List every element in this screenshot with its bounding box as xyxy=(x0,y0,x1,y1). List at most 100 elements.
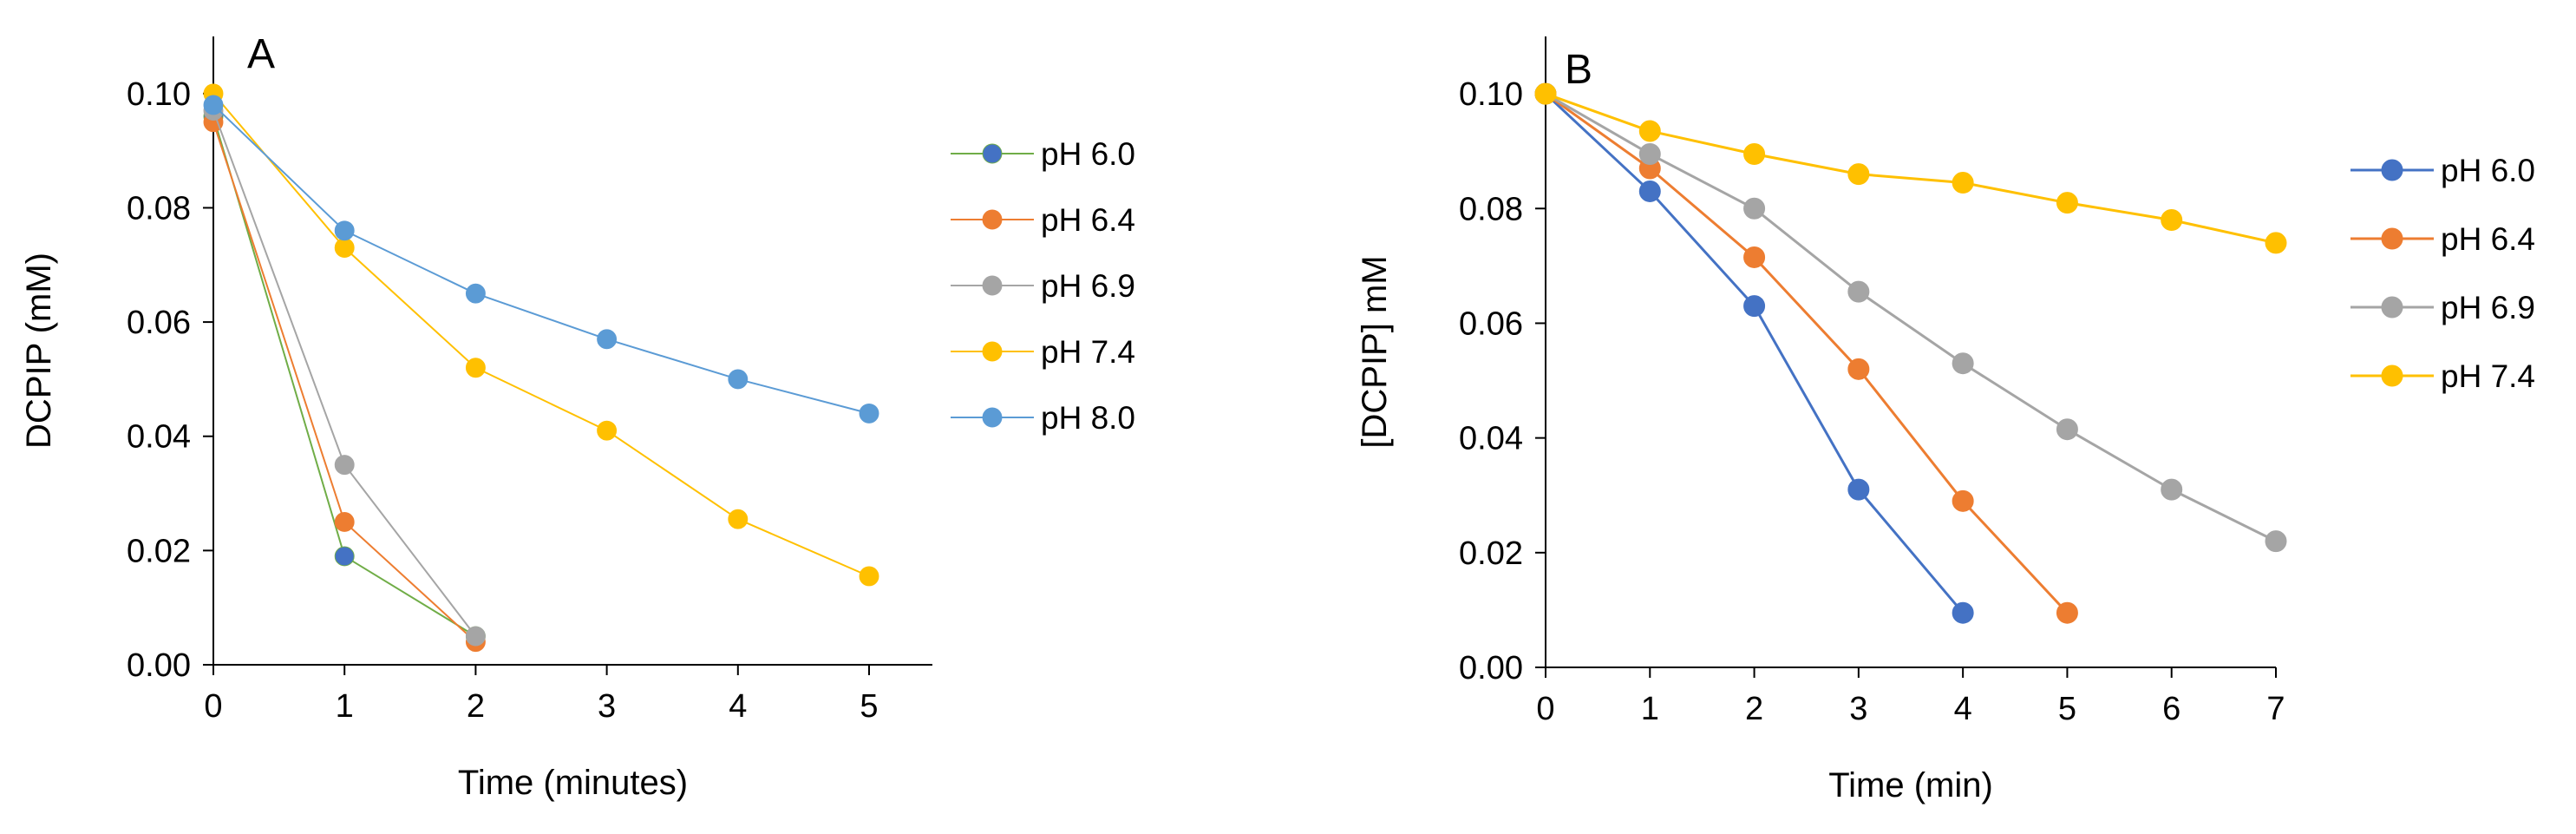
series-pH-6-4 xyxy=(203,112,486,653)
legend-item: pH 6.4 xyxy=(2350,221,2535,257)
series-line xyxy=(1545,92,2277,542)
data-point xyxy=(465,626,486,647)
data-point xyxy=(334,238,355,258)
data-point xyxy=(1743,246,1766,268)
data-point xyxy=(1638,142,1661,165)
data-point xyxy=(1952,172,1974,194)
legend-item: pH 6.0 xyxy=(2350,153,2535,188)
data-point xyxy=(597,420,618,441)
legend-label: pH 6.4 xyxy=(1041,202,1135,238)
x-tick-label: 7 xyxy=(2266,691,2285,727)
legend-label: pH 6.9 xyxy=(1041,268,1135,304)
y-tick-label: 0.06 xyxy=(1459,305,1523,342)
legend-item: pH 7.4 xyxy=(2350,358,2535,394)
legend-item: pH 6.9 xyxy=(2350,290,2535,325)
data-point xyxy=(465,283,486,304)
series-pH-7-4 xyxy=(203,83,879,587)
x-axis-label: Time (minutes) xyxy=(458,764,688,802)
series-line xyxy=(212,93,870,577)
data-point xyxy=(2265,530,2287,553)
data-point xyxy=(597,329,618,350)
x-tick-label: 5 xyxy=(860,688,878,725)
y-axis-label: [DCPIP] mM xyxy=(1356,255,1394,448)
data-point xyxy=(334,455,355,476)
data-point xyxy=(728,369,749,390)
legend-marker xyxy=(2381,296,2403,318)
legend-item: pH 6.9 xyxy=(951,268,1135,304)
legend-label: pH 7.4 xyxy=(2441,358,2535,394)
data-point xyxy=(1952,489,1974,512)
x-tick-label: 1 xyxy=(1641,691,1659,727)
y-tick-label: 0.02 xyxy=(1459,535,1523,572)
data-point xyxy=(2056,601,2078,624)
data-point xyxy=(1743,295,1766,318)
data-point xyxy=(1638,180,1661,202)
chart-panel-a: 0.00 0.02 0.04 0.06 0.08 0.10 0 1 2 3 4 5 Time (minu… xyxy=(20,31,1135,802)
legend-label: pH 6.4 xyxy=(2441,221,2535,257)
data-point xyxy=(859,403,879,424)
x-tick-label: 0 xyxy=(204,688,222,725)
y-tick-label: 0.10 xyxy=(1459,76,1523,113)
data-point xyxy=(1743,142,1766,165)
data-point xyxy=(1952,352,1974,375)
y-tick-label: 0.10 xyxy=(127,76,191,113)
legend-label: pH 6.0 xyxy=(1041,136,1135,172)
legend-label: pH 6.0 xyxy=(2441,153,2535,188)
x-tick-label: 6 xyxy=(2162,691,2180,727)
series-line xyxy=(212,104,870,415)
legend-label: pH 7.4 xyxy=(1041,334,1135,370)
x-tick-label: 4 xyxy=(729,688,747,725)
x-tick-label: 1 xyxy=(336,688,354,725)
data-point xyxy=(465,358,486,378)
x-tick-label: 0 xyxy=(1536,691,1554,727)
y-tick-label: 0.04 xyxy=(1459,421,1523,457)
y-tick-label: 0.00 xyxy=(1459,650,1523,686)
data-point xyxy=(1847,163,1870,186)
data-point xyxy=(334,512,355,532)
data-point xyxy=(2056,418,2078,441)
data-point xyxy=(203,95,224,115)
series-pH-7-4 xyxy=(1534,82,2287,254)
data-point xyxy=(728,509,749,529)
y-tick-label: 0.08 xyxy=(127,190,191,227)
series-line xyxy=(1544,92,1965,614)
x-tick-label: 2 xyxy=(1745,691,1763,727)
x-tick-label: 3 xyxy=(1849,691,1867,727)
series-line xyxy=(1545,92,2277,245)
data-point xyxy=(1847,478,1870,501)
legend-marker xyxy=(982,341,1003,362)
legend-item: pH 6.0 xyxy=(951,136,1135,172)
legend-marker xyxy=(982,209,1003,230)
legend-marker xyxy=(2381,159,2403,181)
data-point xyxy=(1952,601,1974,624)
data-point xyxy=(334,546,355,567)
data-point xyxy=(2161,478,2183,501)
y-tick-label: 0.00 xyxy=(127,647,191,684)
legend-marker xyxy=(2381,364,2403,387)
data-point xyxy=(1847,280,1870,303)
data-point xyxy=(2265,232,2287,254)
x-tick-label: 3 xyxy=(598,688,616,725)
series-pH-6-9 xyxy=(203,101,486,647)
data-point xyxy=(2056,192,2078,214)
data-point xyxy=(1534,82,1557,105)
legend-marker xyxy=(982,407,1003,428)
data-point xyxy=(334,220,355,241)
data-point xyxy=(859,566,879,587)
legend-marker xyxy=(982,143,1003,164)
x-axis-label: Time (min) xyxy=(1828,766,1993,804)
series-pH-8-0 xyxy=(203,95,879,424)
chart-panel-b: 0.00 0.02 0.04 0.06 0.08 0.10 0 1 2 3 4 5 6 7 Time (mi… xyxy=(1356,36,2535,804)
series-pH-6-9 xyxy=(1534,82,2287,553)
x-tick-label: 4 xyxy=(1954,691,1972,727)
data-point xyxy=(2161,208,2183,231)
legend-item: pH 8.0 xyxy=(951,400,1135,436)
panel-label: B xyxy=(1565,47,1592,93)
legend-label: pH 6.9 xyxy=(2441,290,2535,325)
y-tick-label: 0.02 xyxy=(127,533,191,569)
legend-item: pH 7.4 xyxy=(951,334,1135,370)
legend-marker xyxy=(2381,227,2403,250)
y-tick-label: 0.06 xyxy=(127,305,191,341)
y-tick-label: 0.04 xyxy=(127,419,191,456)
